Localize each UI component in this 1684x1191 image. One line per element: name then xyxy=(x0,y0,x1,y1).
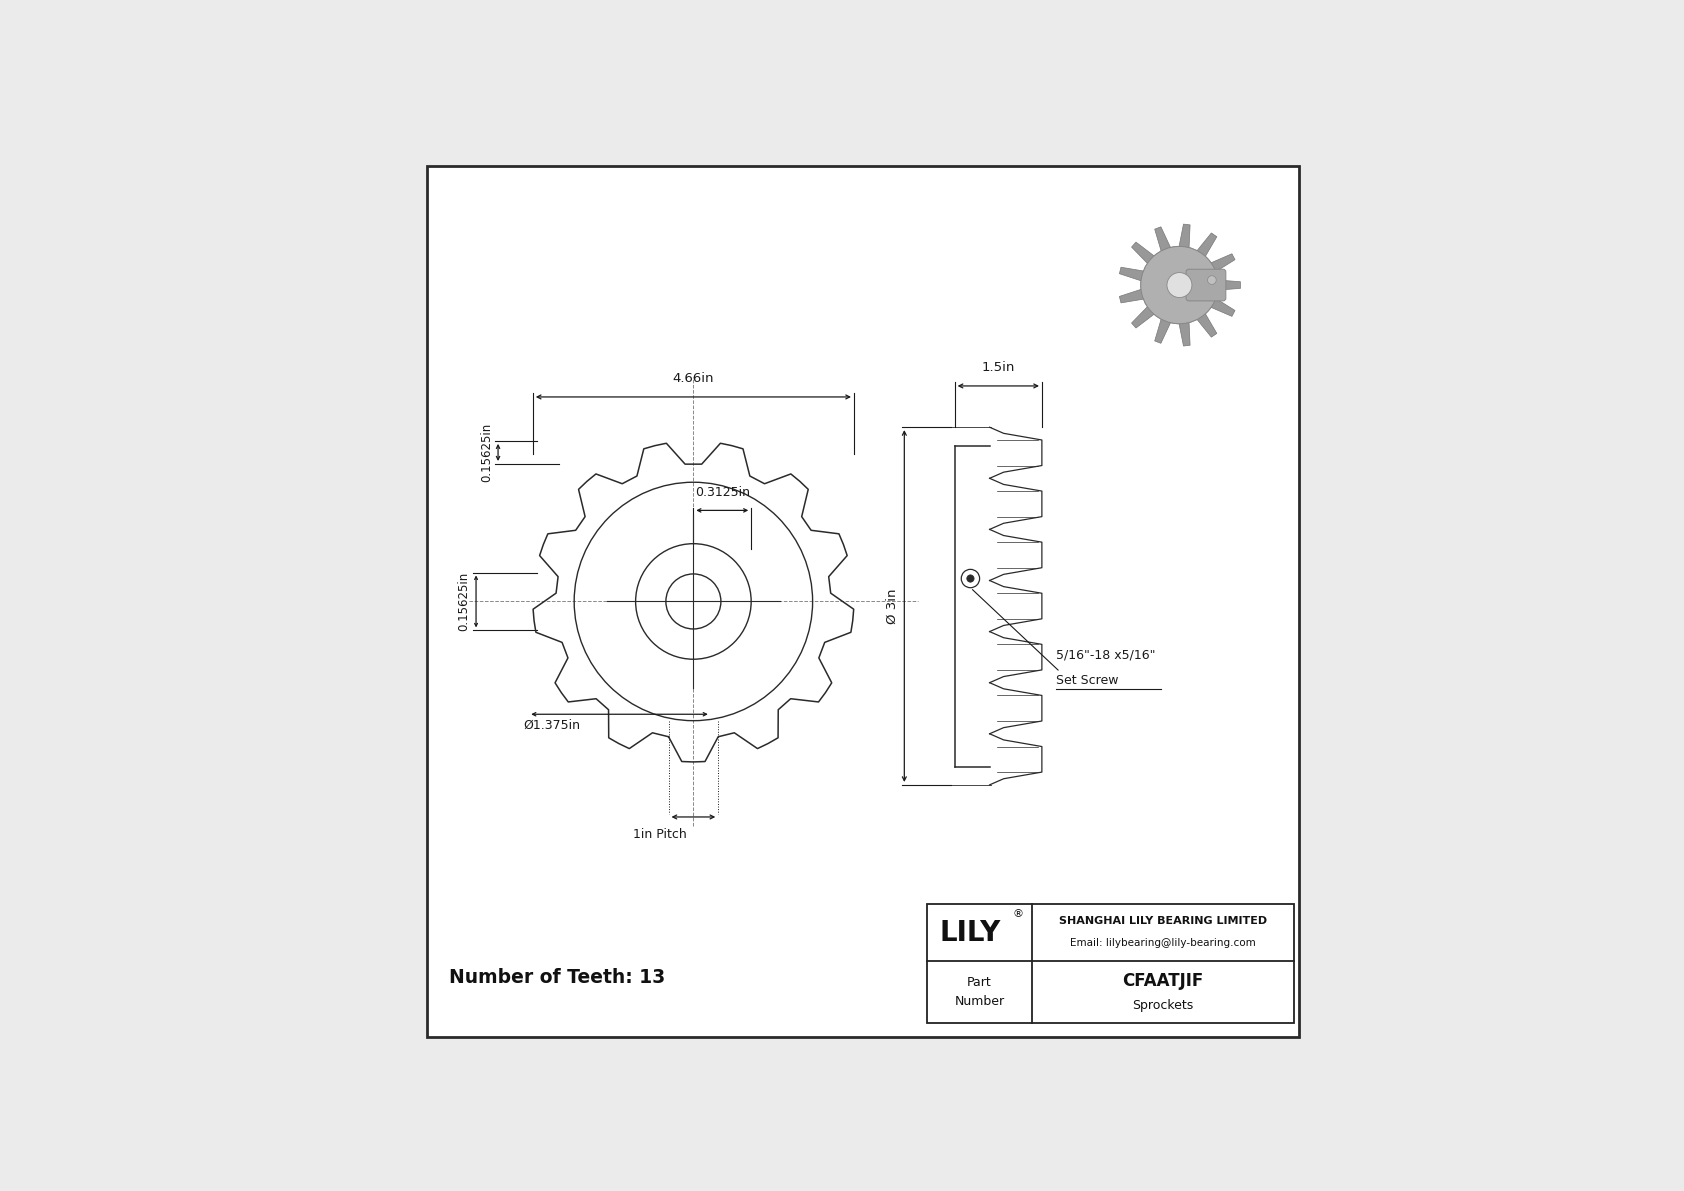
Text: 0.3125in: 0.3125in xyxy=(695,486,749,499)
Text: Number of Teeth: 13: Number of Teeth: 13 xyxy=(448,968,665,987)
Text: SHANGHAI LILY BEARING LIMITED: SHANGHAI LILY BEARING LIMITED xyxy=(1059,916,1266,925)
Polygon shape xyxy=(1211,299,1234,317)
Text: 0.15625in: 0.15625in xyxy=(458,572,470,631)
Polygon shape xyxy=(1132,307,1154,328)
Polygon shape xyxy=(1179,224,1191,248)
Polygon shape xyxy=(1155,226,1170,251)
Text: Part
Number: Part Number xyxy=(955,977,1005,1009)
Text: Ø 3in: Ø 3in xyxy=(886,588,899,624)
Text: 1.5in: 1.5in xyxy=(982,361,1015,374)
Circle shape xyxy=(967,575,973,582)
Polygon shape xyxy=(1132,242,1154,263)
Circle shape xyxy=(1140,247,1218,324)
Text: Sprockets: Sprockets xyxy=(1132,998,1194,1011)
Text: Email: lilybearing@lily-bearing.com: Email: lilybearing@lily-bearing.com xyxy=(1069,937,1256,948)
FancyBboxPatch shape xyxy=(1186,269,1226,301)
Text: 1in Pitch: 1in Pitch xyxy=(633,828,687,841)
Bar xyxy=(928,904,1293,1023)
Circle shape xyxy=(962,569,980,587)
Circle shape xyxy=(1207,275,1216,285)
Circle shape xyxy=(1167,273,1192,298)
Text: 4.66in: 4.66in xyxy=(672,372,714,385)
Text: Ø1.375in: Ø1.375in xyxy=(524,719,581,731)
Text: CFAATJIF: CFAATJIF xyxy=(1122,972,1204,990)
Circle shape xyxy=(1140,247,1218,324)
Text: LILY: LILY xyxy=(940,918,1000,947)
Text: 5/16"-18 x5/16": 5/16"-18 x5/16" xyxy=(1056,648,1155,661)
Polygon shape xyxy=(1120,267,1143,281)
Polygon shape xyxy=(1197,233,1218,256)
Polygon shape xyxy=(1179,323,1191,347)
Polygon shape xyxy=(1120,289,1143,303)
Polygon shape xyxy=(1218,280,1241,291)
Text: ®: ® xyxy=(1012,910,1024,919)
Polygon shape xyxy=(1211,254,1234,272)
Text: Set Screw: Set Screw xyxy=(1056,674,1118,687)
Polygon shape xyxy=(1197,313,1218,337)
Polygon shape xyxy=(1155,319,1170,343)
Text: 0.15625in: 0.15625in xyxy=(480,423,493,482)
